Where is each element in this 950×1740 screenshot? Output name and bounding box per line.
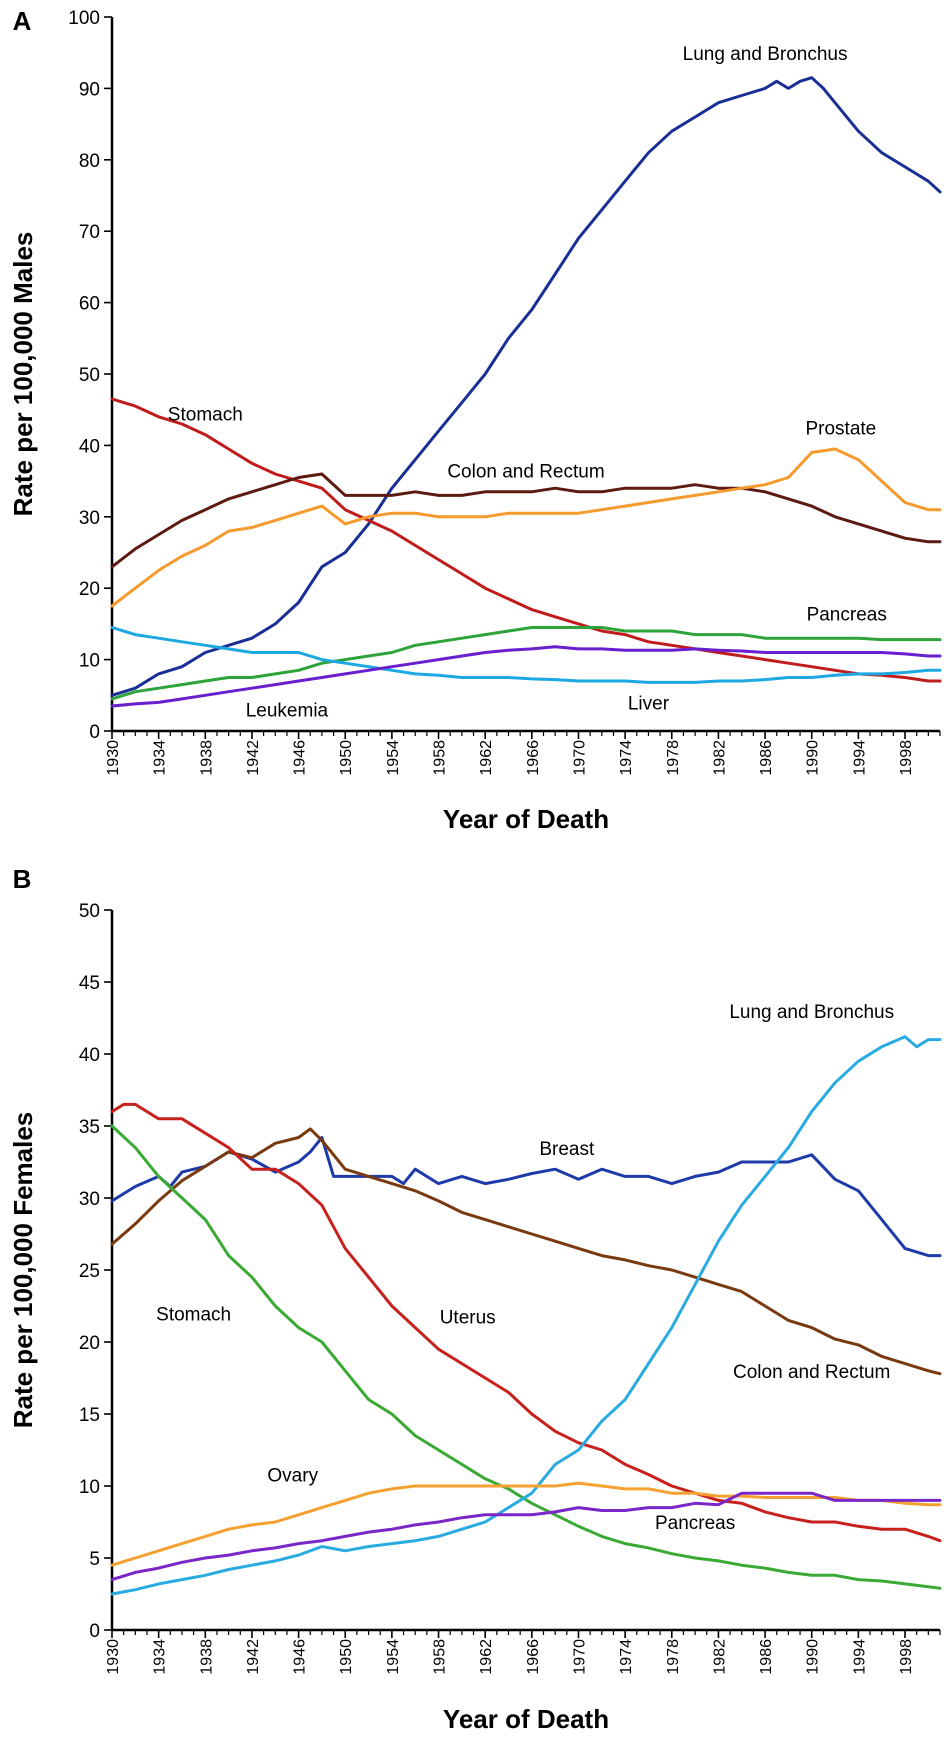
series-line-colon-and-rectum (110, 1127, 942, 1376)
series-label-ovary: Ovary (267, 1466, 318, 1487)
x-tick-label: 1950 (338, 1639, 355, 1675)
x-tick-label: 1966 (525, 740, 542, 776)
y-axis-label: Rate per 100,000 Males (8, 232, 38, 517)
y-tick-label: 90 (79, 79, 100, 100)
series-line-ovary (110, 1481, 942, 1567)
x-tick-label: 1994 (851, 1639, 868, 1675)
x-tick-label: 1954 (385, 740, 402, 776)
chart-panel-a: A 0 10 20 30 40 50 60 70 80 90 100 1930 1934 1938 1942 1… (8, 6, 942, 834)
y-tick-label: 25 (79, 1261, 100, 1282)
series-label-leukemia: Leukemia (246, 701, 329, 722)
x-axis-label: Year of Death (443, 1704, 609, 1734)
series-line-pancreas (110, 1491, 942, 1582)
series-line-colon-and-rectum (110, 472, 942, 569)
x-tick-label: 1994 (851, 740, 868, 776)
x-tick-label: 1986 (758, 740, 775, 776)
x-tick-label: 1974 (618, 740, 635, 776)
series-line-lung-and-bronchus (110, 76, 942, 697)
x-tick-label: 1938 (198, 740, 215, 776)
series-line-liver (110, 626, 942, 684)
series-line-pancreas (110, 626, 942, 701)
x-tick-label: 1962 (478, 1639, 495, 1675)
x-tick-label: 1966 (525, 1639, 542, 1675)
x-tick-label: 1990 (805, 740, 822, 776)
y-tick-label: 20 (79, 1333, 100, 1354)
y-tick-label: 45 (79, 973, 100, 994)
x-tick-label: 1950 (338, 740, 355, 776)
x-tick-label: 1946 (292, 1639, 309, 1675)
x-tick-label: 1970 (571, 1639, 588, 1675)
chart-panel-b: B 0 5 10 15 20 25 30 35 40 45 50 1930 1934 1938 1942 194… (8, 864, 942, 1734)
series-label-pancreas: Pancreas (655, 1513, 735, 1534)
x-tick-label: 1982 (711, 1639, 728, 1675)
x-tick-label: 1958 (432, 740, 449, 776)
x-tick-label: 1938 (198, 1639, 215, 1675)
series-label-prostate: Prostate (805, 419, 876, 440)
series-label-uterus: Uterus (440, 1307, 496, 1328)
x-tick-label: 1930 (105, 1639, 122, 1675)
series-label-liver: Liver (628, 694, 670, 715)
x-tick-label: 1962 (478, 740, 495, 776)
y-tick-label: 50 (79, 901, 100, 922)
series-line-prostate (110, 447, 942, 608)
series-line-stomach (110, 1124, 942, 1590)
y-axis-label: Rate per 100,000 Females (8, 1112, 38, 1429)
panel-label: A (13, 6, 32, 36)
y-tick-label: 80 (79, 151, 100, 172)
series-label-stomach: Stomach (156, 1304, 231, 1325)
x-tick-label: 1998 (898, 740, 915, 776)
y-tick-label: 50 (79, 365, 100, 386)
y-tick-label: 0 (89, 1621, 100, 1642)
series-label-breast: Breast (539, 1139, 595, 1160)
y-tick-label: 10 (79, 651, 100, 672)
y-tick-label: 60 (79, 294, 100, 315)
series-label-stomach: Stomach (168, 404, 243, 425)
x-tick-label: 1974 (618, 1639, 635, 1675)
x-tick-label: 1978 (665, 740, 682, 776)
x-tick-label: 1930 (105, 740, 122, 776)
x-tick-label: 1982 (711, 740, 728, 776)
x-tick-label: 1934 (152, 1639, 169, 1675)
y-tick-label: 40 (79, 436, 100, 457)
series-line-stomach (110, 397, 942, 683)
series-line-leukemia (110, 645, 942, 708)
x-tick-label: 1978 (665, 1639, 682, 1675)
x-tick-label: 1998 (898, 1639, 915, 1675)
x-tick-label: 1958 (432, 1639, 449, 1675)
x-tick-label: 1942 (245, 1639, 262, 1675)
y-tick-label: 0 (89, 722, 100, 743)
series-label-pancreas: Pancreas (807, 604, 887, 625)
y-tick-label: 70 (79, 222, 100, 243)
y-tick-label: 20 (79, 579, 100, 600)
y-tick-label: 30 (79, 1189, 100, 1210)
y-tick-label: 30 (79, 508, 100, 529)
series-label-colon-and-rectum: Colon and Rectum (447, 462, 604, 483)
series-line-uterus (110, 1102, 942, 1543)
x-axis-label: Year of Death (443, 804, 609, 834)
series-label-lung-and-bronchus: Lung and Bronchus (683, 44, 848, 65)
y-tick-label: 5 (89, 1549, 100, 1570)
x-tick-label: 1986 (758, 1639, 775, 1675)
series-label-colon-and-rectum: Colon and Rectum (733, 1362, 890, 1383)
series-line-lung-and-bronchus (110, 1035, 942, 1596)
x-tick-label: 1954 (385, 1639, 402, 1675)
series-label-lung-and-bronchus: Lung and Bronchus (729, 1002, 894, 1023)
x-tick-label: 1946 (292, 740, 309, 776)
x-tick-label: 1990 (805, 1639, 822, 1675)
x-tick-label: 1970 (571, 740, 588, 776)
y-tick-label: 100 (68, 8, 100, 29)
x-tick-label: 1942 (245, 740, 262, 776)
y-tick-label: 35 (79, 1117, 100, 1138)
panel-label: B (13, 864, 32, 894)
y-tick-label: 40 (79, 1045, 100, 1066)
y-tick-label: 15 (79, 1405, 100, 1426)
y-tick-label: 10 (79, 1477, 100, 1498)
x-tick-label: 1934 (152, 740, 169, 776)
